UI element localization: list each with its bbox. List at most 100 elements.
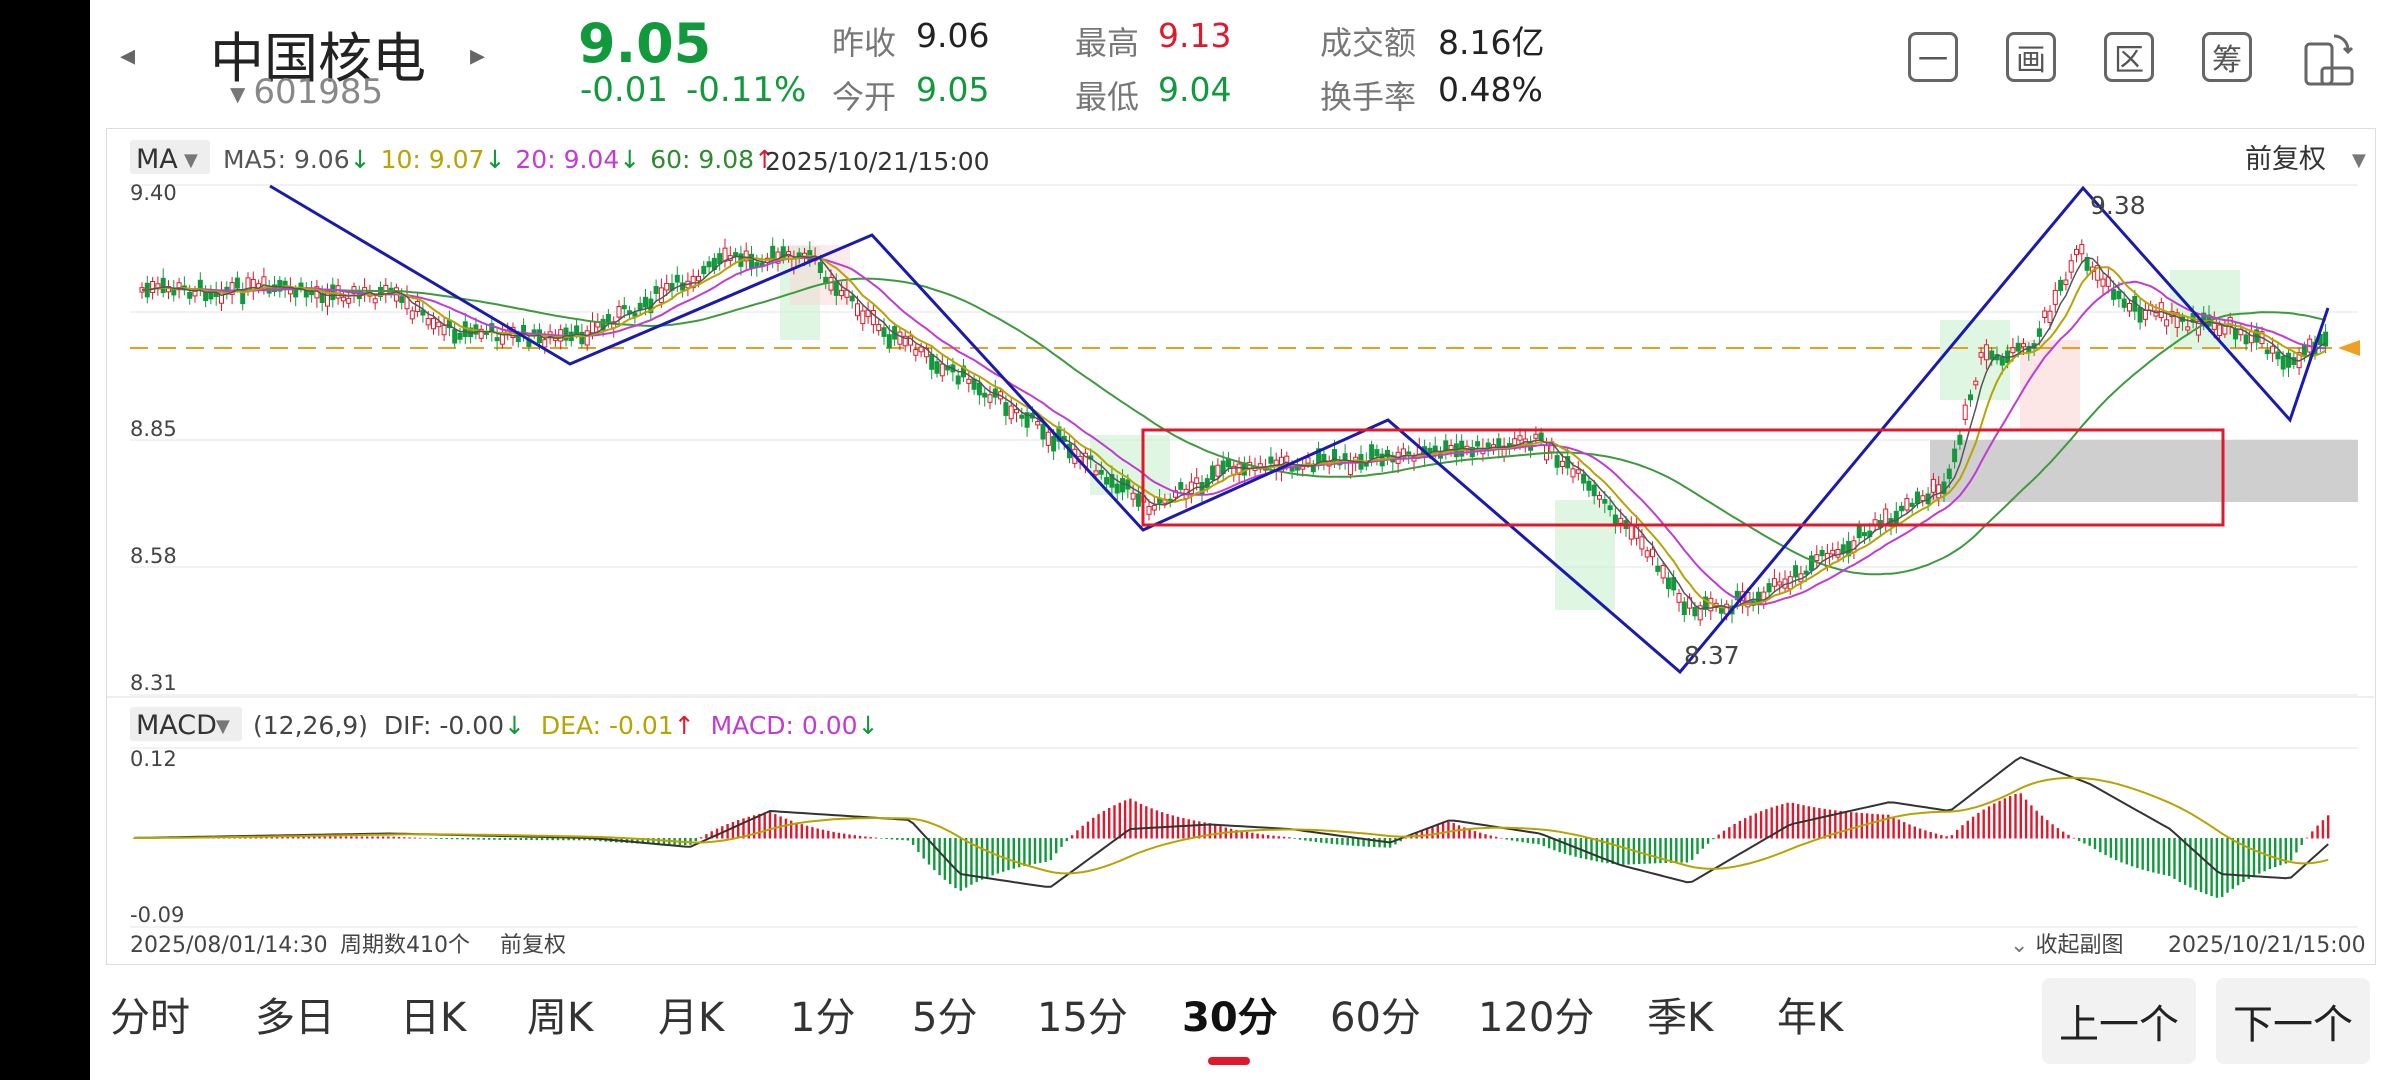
macd-bar	[1643, 838, 1646, 864]
macd-indicator-selector[interactable]	[130, 707, 242, 741]
macd-bar	[1176, 816, 1180, 839]
tab-fenshi[interactable]: 分时	[110, 995, 190, 1041]
tab-year-k[interactable]: 年K	[1777, 995, 1844, 1041]
macd-bar	[403, 837, 406, 839]
tab-120min[interactable]: 120分	[1478, 995, 1595, 1041]
macd-bar	[763, 812, 766, 839]
candlestick	[1194, 477, 1200, 485]
macd-bar	[1934, 833, 1938, 839]
candlestick	[1210, 465, 1216, 481]
tab-30min[interactable]: 30分	[1182, 995, 1278, 1041]
macd-bar	[1272, 835, 1275, 839]
candlestick	[1188, 481, 1194, 495]
macd-bar	[286, 836, 289, 839]
macd-bar	[1961, 825, 1964, 839]
macd-bar	[1441, 823, 1445, 839]
minus-icon[interactable]: 一	[1908, 32, 1958, 82]
prev-stock-arrow-icon[interactable]: ◂	[120, 38, 136, 73]
macd-bar	[2231, 838, 2234, 889]
low-value: 9.04	[1158, 70, 1232, 109]
macd-bar	[1585, 838, 1588, 860]
macd-bar	[535, 838, 538, 841]
candlestick	[876, 324, 882, 332]
macd-bar	[710, 831, 713, 839]
candlestick	[1019, 414, 1025, 419]
macd-bar	[1081, 825, 1084, 839]
next-stock-arrow-icon[interactable]: ▸	[470, 38, 486, 73]
macd-bar	[1404, 837, 1408, 839]
candlestick	[1109, 474, 1115, 488]
macd-bar	[1139, 803, 1143, 839]
candlestick	[1342, 453, 1348, 461]
tab-duori[interactable]: 多日	[255, 995, 335, 1041]
tab-5min[interactable]: 5分	[912, 995, 978, 1041]
range-icon[interactable]: 区	[2104, 32, 2154, 82]
macd-bar	[1712, 838, 1715, 840]
macd-bar	[556, 838, 560, 841]
candlestick	[1305, 457, 1311, 464]
tab-day-k[interactable]: 日K	[400, 995, 467, 1041]
candlestick	[1385, 449, 1390, 458]
stock-code-selector[interactable]: ▼ 601985	[230, 72, 383, 112]
ma-indicator-selector[interactable]	[130, 140, 210, 174]
y-tick: 8.58	[130, 544, 177, 568]
candlestick	[2164, 319, 2170, 327]
macd-bar	[954, 838, 957, 889]
macd-bar	[1155, 810, 1159, 839]
prev-stock-button[interactable]: 上一个	[2042, 978, 2196, 1064]
macd-bar	[2141, 838, 2144, 870]
macd-bar	[1192, 820, 1196, 839]
macd-bar	[1807, 806, 1810, 839]
tab-1min[interactable]: 1分	[790, 995, 856, 1041]
draw-icon[interactable]: 画	[2006, 32, 2056, 82]
macd-bar	[1436, 824, 1439, 839]
macd-bar	[1744, 818, 1747, 839]
candlestick	[192, 290, 198, 297]
macd-bar	[360, 836, 364, 839]
tab-season-k[interactable]: 季K	[1647, 995, 1714, 1041]
tab-week-k[interactable]: 周K	[527, 995, 594, 1041]
macd-bar	[1346, 838, 1349, 846]
candlestick	[696, 275, 701, 282]
macd-bar	[2072, 837, 2075, 839]
chips-icon[interactable]: 筹	[2202, 32, 2252, 82]
tab-month-k[interactable]: 月K	[658, 995, 725, 1041]
candlestick	[706, 261, 712, 268]
candlestick	[616, 306, 622, 318]
macd-bar	[1505, 838, 1508, 840]
high-annotation: 9.38	[2090, 191, 2146, 220]
macd-bar	[2173, 838, 2176, 879]
candlestick	[929, 353, 935, 370]
chart-timestamp: 2025/10/21/15:00	[765, 147, 990, 176]
macd-bar	[2130, 838, 2134, 867]
candlestick	[2286, 352, 2291, 368]
tab-15min[interactable]: 15分	[1037, 995, 1128, 1041]
macd-bar	[328, 836, 332, 839]
collapse-subchart-button[interactable]: ⌄ 收起副图	[2010, 933, 2123, 958]
candlestick	[2052, 289, 2058, 305]
candlestick	[1104, 477, 1110, 485]
volume-value: 8.16亿	[1438, 23, 1545, 62]
low-annotation: 8.37	[1684, 641, 1740, 670]
macd-bar	[641, 838, 644, 844]
kline-chart[interactable]: MA ▼ MA5: 9.06↓ 10: 9.07↓ 20: 9.04↓ 60: 9.0…	[90, 0, 2388, 980]
macd-bar	[858, 835, 862, 839]
macd-bar	[959, 838, 962, 891]
candlestick	[2264, 349, 2270, 355]
macd-bar	[1897, 819, 1901, 839]
macd-bar	[816, 828, 819, 839]
rotate-screen-icon[interactable]	[2298, 30, 2358, 90]
candlestick	[1284, 455, 1290, 463]
open-label: 今开	[832, 78, 897, 116]
macd-bar	[1563, 838, 1567, 854]
candlestick	[1628, 525, 1634, 540]
macd-bar	[1187, 819, 1190, 839]
next-stock-button[interactable]: 下一个	[2216, 978, 2370, 1064]
ma5-line	[141, 253, 2326, 610]
candlestick	[1215, 464, 1221, 477]
adjust-selector[interactable]: 前复权	[2245, 144, 2326, 175]
candlestick	[176, 282, 182, 291]
tab-60min[interactable]: 60分	[1330, 995, 1421, 1041]
turnover-label: 换手率	[1320, 78, 1417, 116]
candlestick	[457, 332, 463, 340]
